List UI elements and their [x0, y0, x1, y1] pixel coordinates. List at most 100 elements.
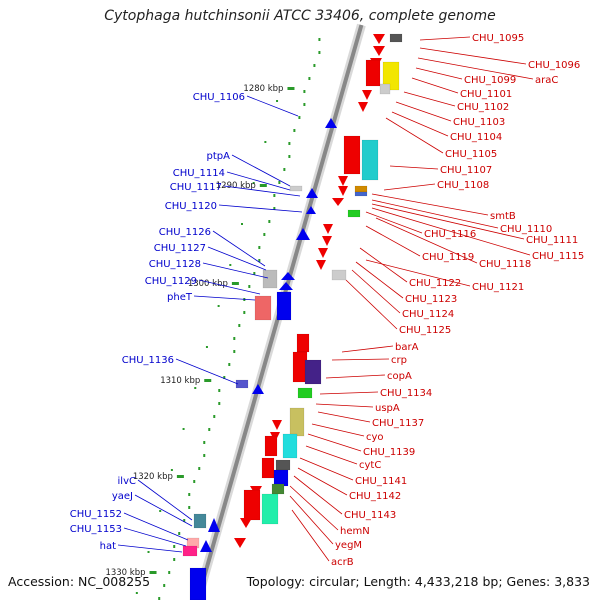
- ruler-tick: [231, 282, 239, 285]
- gene-box: [273, 469, 289, 487]
- leader-line: [202, 262, 269, 279]
- gene-label-reverse: CHU_1099: [464, 75, 516, 86]
- minor-dot: [158, 597, 161, 600]
- leader-line: [305, 445, 358, 465]
- minor-dot: [194, 387, 197, 389]
- leader-line: [226, 171, 291, 191]
- gene-label-forward: CHU_1127: [154, 243, 206, 254]
- minor-dot: [243, 311, 246, 314]
- gene-label-forward: CHU_1126: [159, 227, 211, 238]
- gene-label-reverse: CHU_1125: [399, 325, 451, 336]
- gene-box: [243, 489, 261, 521]
- gene-label-reverse: CHU_1108: [437, 180, 489, 191]
- leader-line: [371, 203, 525, 240]
- minor-dot: [228, 363, 231, 366]
- minor-dot: [298, 116, 301, 119]
- minor-dot: [147, 551, 150, 553]
- gene-label-forward: CHU_1136: [122, 355, 174, 366]
- minor-dot: [170, 469, 173, 471]
- leader-line: [311, 423, 365, 437]
- ruler-label: 1330 kbp: [105, 568, 145, 578]
- leader-line: [117, 544, 183, 553]
- gene-box: [182, 545, 198, 557]
- gene-arrow-reverse: [373, 46, 385, 56]
- leader-line: [207, 246, 267, 271]
- leader-line: [291, 509, 330, 562]
- gene-box: [289, 407, 305, 437]
- gene-label-reverse: CHU_1137: [372, 418, 424, 429]
- gene-label-reverse: CHU_1096: [528, 60, 580, 71]
- minor-dot: [258, 259, 261, 262]
- leader-line: [365, 259, 471, 287]
- minor-dot: [288, 155, 291, 158]
- leader-line: [123, 527, 187, 547]
- ruler-label: 1300 kbp: [188, 279, 228, 289]
- gene-box: [365, 59, 381, 87]
- gene-box: [343, 135, 361, 175]
- gene-label-reverse: CHU_1119: [422, 252, 474, 263]
- gene-label-reverse: CHU_1103: [453, 117, 505, 128]
- gene-arrow-forward: [279, 282, 293, 290]
- gene-arrow-forward: [306, 188, 318, 198]
- gene-box: [289, 185, 303, 192]
- leader-line: [137, 479, 193, 521]
- minor-dot: [205, 346, 208, 348]
- gene-box: [282, 433, 298, 459]
- genome-summary-text: Topology: circular; Length: 4,433,218 bp…: [246, 574, 590, 589]
- gene-arrow-forward: [325, 118, 337, 128]
- gene-box: [354, 191, 368, 197]
- minor-dot: [183, 519, 186, 522]
- minor-dot: [303, 90, 306, 93]
- gene-label-reverse: CHU_1116: [424, 229, 476, 240]
- gene-arrow-forward: [252, 384, 264, 394]
- gene-label-forward: pheT: [167, 292, 193, 303]
- gene-label-reverse: CHU_1139: [363, 447, 415, 458]
- minor-dot: [318, 38, 321, 41]
- leader-line: [193, 295, 256, 301]
- leader-line: [385, 117, 444, 154]
- minor-dot: [303, 103, 306, 106]
- minor-dot: [283, 168, 286, 171]
- gene-label-reverse: hemN: [340, 526, 370, 537]
- gene-box: [354, 185, 368, 193]
- gene-box: [361, 139, 379, 181]
- leader-line: [231, 154, 291, 187]
- leader-line: [299, 457, 354, 481]
- gene-arrow-reverse: [318, 248, 328, 258]
- minor-dot: [178, 532, 181, 535]
- ruler-tick: [176, 475, 184, 478]
- minor-dot: [193, 480, 196, 483]
- minor-dot: [258, 246, 261, 249]
- leader-line: [359, 247, 408, 283]
- leader-line: [307, 433, 362, 452]
- minor-dot: [173, 558, 176, 561]
- leader-line: [315, 403, 374, 408]
- minor-dot: [263, 233, 266, 236]
- gene-arrow-forward: [296, 228, 310, 240]
- minor-dot: [188, 493, 191, 496]
- minor-dot: [268, 220, 271, 223]
- leader-line: [415, 67, 463, 80]
- minor-dot: [288, 142, 291, 145]
- minor-dot: [182, 428, 185, 430]
- leader-line: [375, 217, 478, 264]
- gene-arrow-forward: [200, 540, 212, 552]
- gene-box: [262, 269, 278, 289]
- minor-dot: [233, 337, 236, 340]
- minor-dot: [188, 506, 191, 509]
- gene-arrow-reverse: [322, 236, 332, 246]
- minor-tick-dots: [135, 38, 321, 600]
- minor-dot: [203, 441, 206, 444]
- leader-line: [341, 345, 394, 353]
- minor-dot: [240, 223, 243, 225]
- gene-arrow-reverse: [362, 90, 372, 100]
- gene-arrow-reverse: [234, 538, 246, 548]
- minor-dot: [313, 64, 316, 67]
- gene-label-reverse: copA: [387, 371, 412, 382]
- gene-box: [331, 269, 347, 281]
- minor-dot: [173, 545, 176, 548]
- gene-label-reverse: CHU_1115: [532, 251, 584, 262]
- gene-arrow-forward: [306, 206, 316, 214]
- leader-line: [355, 261, 404, 299]
